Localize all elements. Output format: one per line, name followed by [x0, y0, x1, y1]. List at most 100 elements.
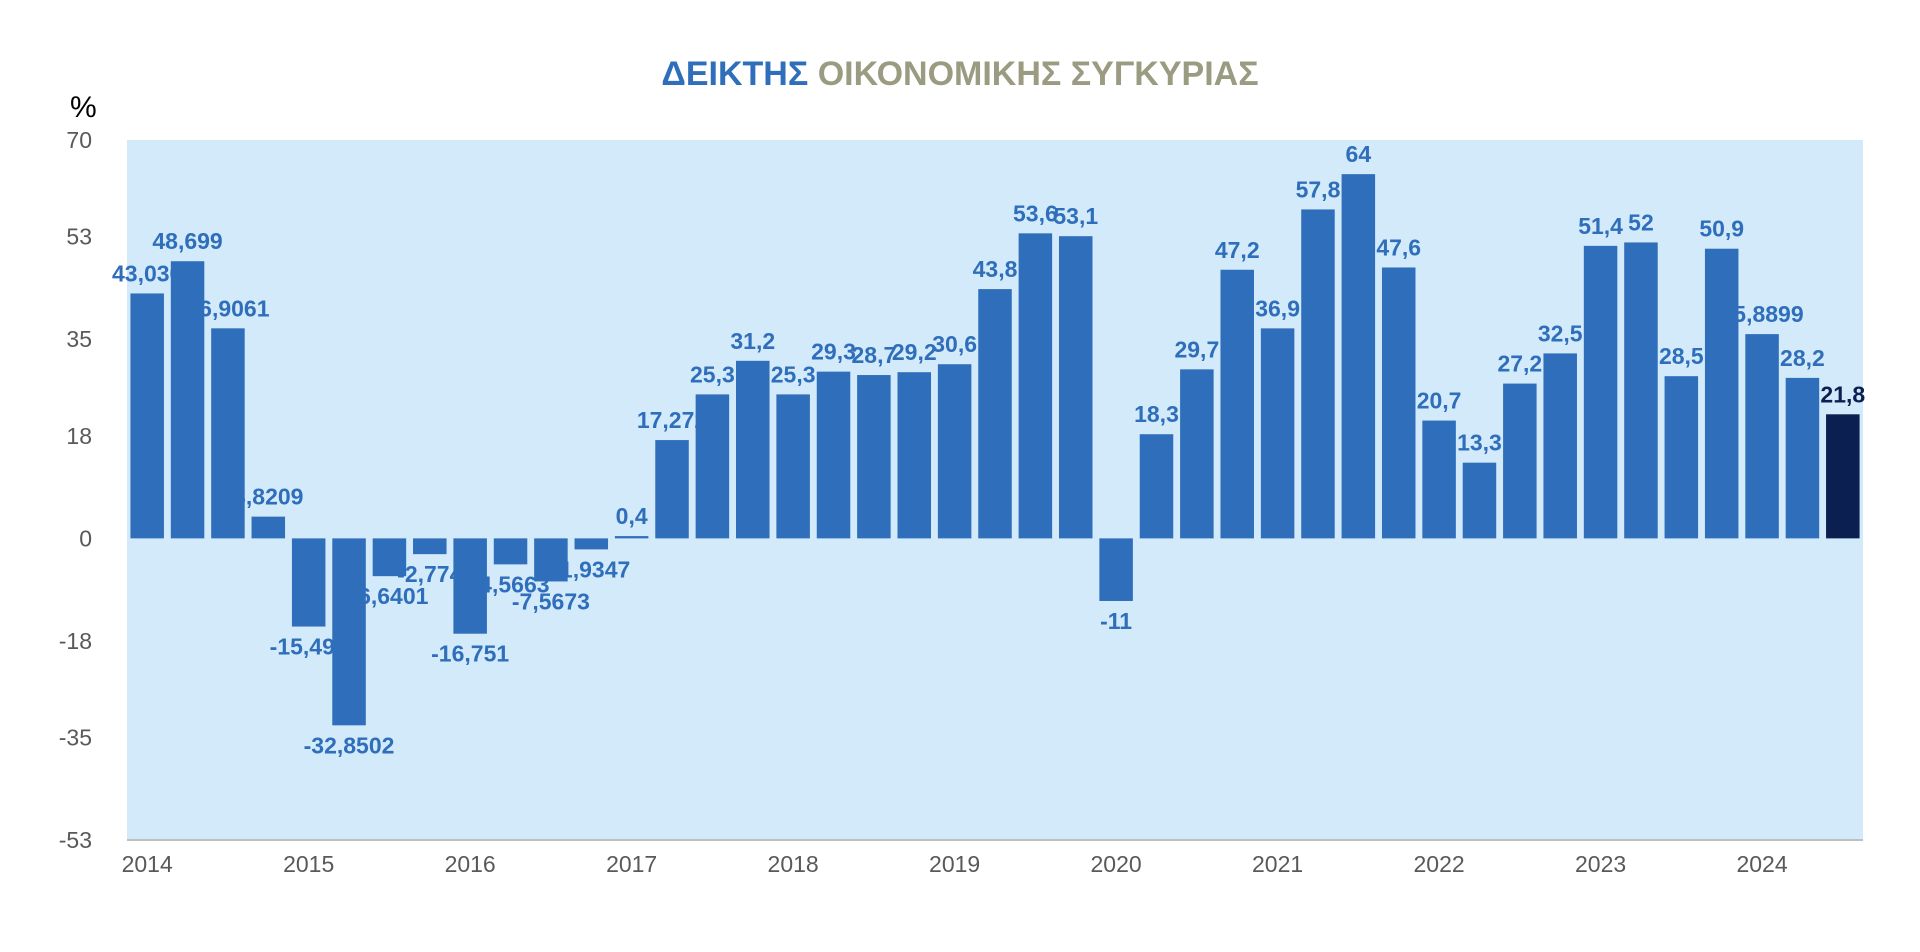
bar [1785, 377, 1820, 539]
chart-title: ΔΕΙΚΤΗΣ ΟΙΚΟΝΟΜΙΚΗΣ ΣΥΓΚΥΡΙΑΣ [0, 55, 1920, 94]
y-unit-label: % [70, 91, 97, 124]
data-label: 28,7 [852, 342, 897, 368]
x-tick-label: 2014 [122, 851, 173, 877]
bar [816, 371, 851, 539]
y-tick-label: 0 [79, 525, 92, 551]
data-label: 51,4 [1578, 213, 1623, 239]
data-label: 48,699 [152, 228, 222, 254]
data-label: 36,9061 [186, 295, 269, 321]
y-tick-label: 18 [66, 423, 92, 449]
data-label: 29,2 [892, 339, 937, 365]
data-label: 50,9 [1699, 216, 1744, 242]
bar [211, 328, 245, 539]
y-tick-label: -35 [59, 725, 92, 751]
data-label: 25,3 [690, 361, 735, 387]
data-label: 13,3 [1457, 430, 1502, 456]
bar [372, 538, 407, 577]
bar [937, 364, 972, 539]
data-label: 52 [1628, 209, 1654, 235]
bar [251, 516, 286, 539]
data-label: -11 [1100, 608, 1132, 634]
x-tick-label: 2024 [1736, 851, 1787, 877]
y-tick-label: 35 [66, 326, 92, 352]
data-label: 64 [1346, 141, 1372, 167]
bar [1543, 353, 1577, 539]
data-label: 36,9 [1255, 295, 1300, 321]
data-label: 47,2 [1215, 237, 1260, 263]
x-tick-label: 2018 [768, 851, 819, 877]
bar [534, 538, 568, 582]
bar [1058, 236, 1093, 539]
data-label: -2,774 [397, 561, 462, 587]
data-label: -4,5663 [472, 571, 550, 597]
bar [332, 538, 366, 726]
data-label: 53,6 [1013, 200, 1058, 226]
data-label: -7,5673 [512, 588, 590, 614]
y-tick-label: -18 [59, 628, 92, 654]
y-tick-label: 70 [66, 127, 92, 153]
data-label: 3,8209 [233, 484, 303, 510]
data-label: 25,3 [771, 361, 816, 387]
x-tick-label: 2021 [1252, 851, 1303, 877]
bars [130, 174, 1860, 726]
data-label: -15,493 [270, 634, 348, 660]
bar [978, 289, 1012, 539]
bar [1018, 233, 1053, 539]
data-labels: 43,036 48,699 36,9061 3,8209 -15,493 -32,8502… [112, 141, 1865, 758]
data-label: 20,7 [1417, 388, 1462, 414]
data-label: 30,6 [932, 331, 977, 357]
data-label: 17,272 [637, 407, 707, 433]
bar [1139, 434, 1174, 539]
bar [1826, 414, 1860, 539]
x-tick-label: 2015 [283, 851, 334, 877]
x-tick-label: 2017 [606, 851, 657, 877]
bar [1462, 462, 1497, 539]
bar [1381, 267, 1416, 539]
data-label: 18,3 [1134, 401, 1179, 427]
data-label: 43,8 [973, 256, 1018, 282]
title-part1: ΔΕΙΚΤΗΣ [661, 55, 809, 93]
bar [736, 360, 770, 539]
data-label: -32,8502 [304, 732, 395, 758]
bar [1745, 334, 1779, 539]
bar [1220, 269, 1254, 539]
data-label: -1,9347 [552, 556, 630, 582]
data-label: 29,3 [811, 339, 856, 365]
data-label: 35,8899 [1720, 301, 1803, 327]
data-label: 21,8 [1820, 381, 1865, 407]
data-label: 53,1 [1053, 203, 1098, 229]
bar [574, 538, 609, 550]
y-tick-label: -53 [59, 827, 92, 853]
bar [170, 261, 205, 539]
bar [776, 394, 810, 539]
data-label: 32,5 [1538, 320, 1583, 346]
bar [453, 538, 487, 634]
x-tick-label: 2020 [1091, 851, 1142, 877]
data-label: 27,2 [1497, 351, 1542, 377]
y-tick-label: 53 [66, 224, 92, 250]
x-tick-label: 2016 [445, 851, 496, 877]
data-label: 31,2 [730, 328, 775, 354]
bar [614, 536, 649, 539]
data-label: 28,5 [1659, 343, 1704, 369]
bar [1301, 209, 1335, 539]
bar [1099, 538, 1133, 601]
bar [857, 375, 891, 539]
bar [1664, 376, 1699, 539]
x-tick-label: 2019 [929, 851, 980, 877]
data-label: 57,8 [1296, 176, 1341, 202]
data-label: -6,6401 [350, 583, 428, 609]
data-label: 43,036 [112, 260, 182, 286]
bar [1422, 420, 1456, 539]
bar [1624, 242, 1658, 539]
bar [1583, 245, 1618, 539]
bar [695, 394, 730, 539]
bar [897, 372, 932, 539]
x-axis-ticks: 2014 2015 2016 2017 2018 2019 2020 2021 2022 2023… [122, 851, 1788, 877]
y-axis-ticks: 70 53 35 18 0 -18 -35 -53 [59, 127, 92, 853]
bar [1260, 328, 1295, 539]
data-label: 47,6 [1376, 234, 1421, 260]
bar [1704, 248, 1739, 539]
data-label: 0,4 [616, 503, 648, 529]
bar [493, 538, 528, 565]
